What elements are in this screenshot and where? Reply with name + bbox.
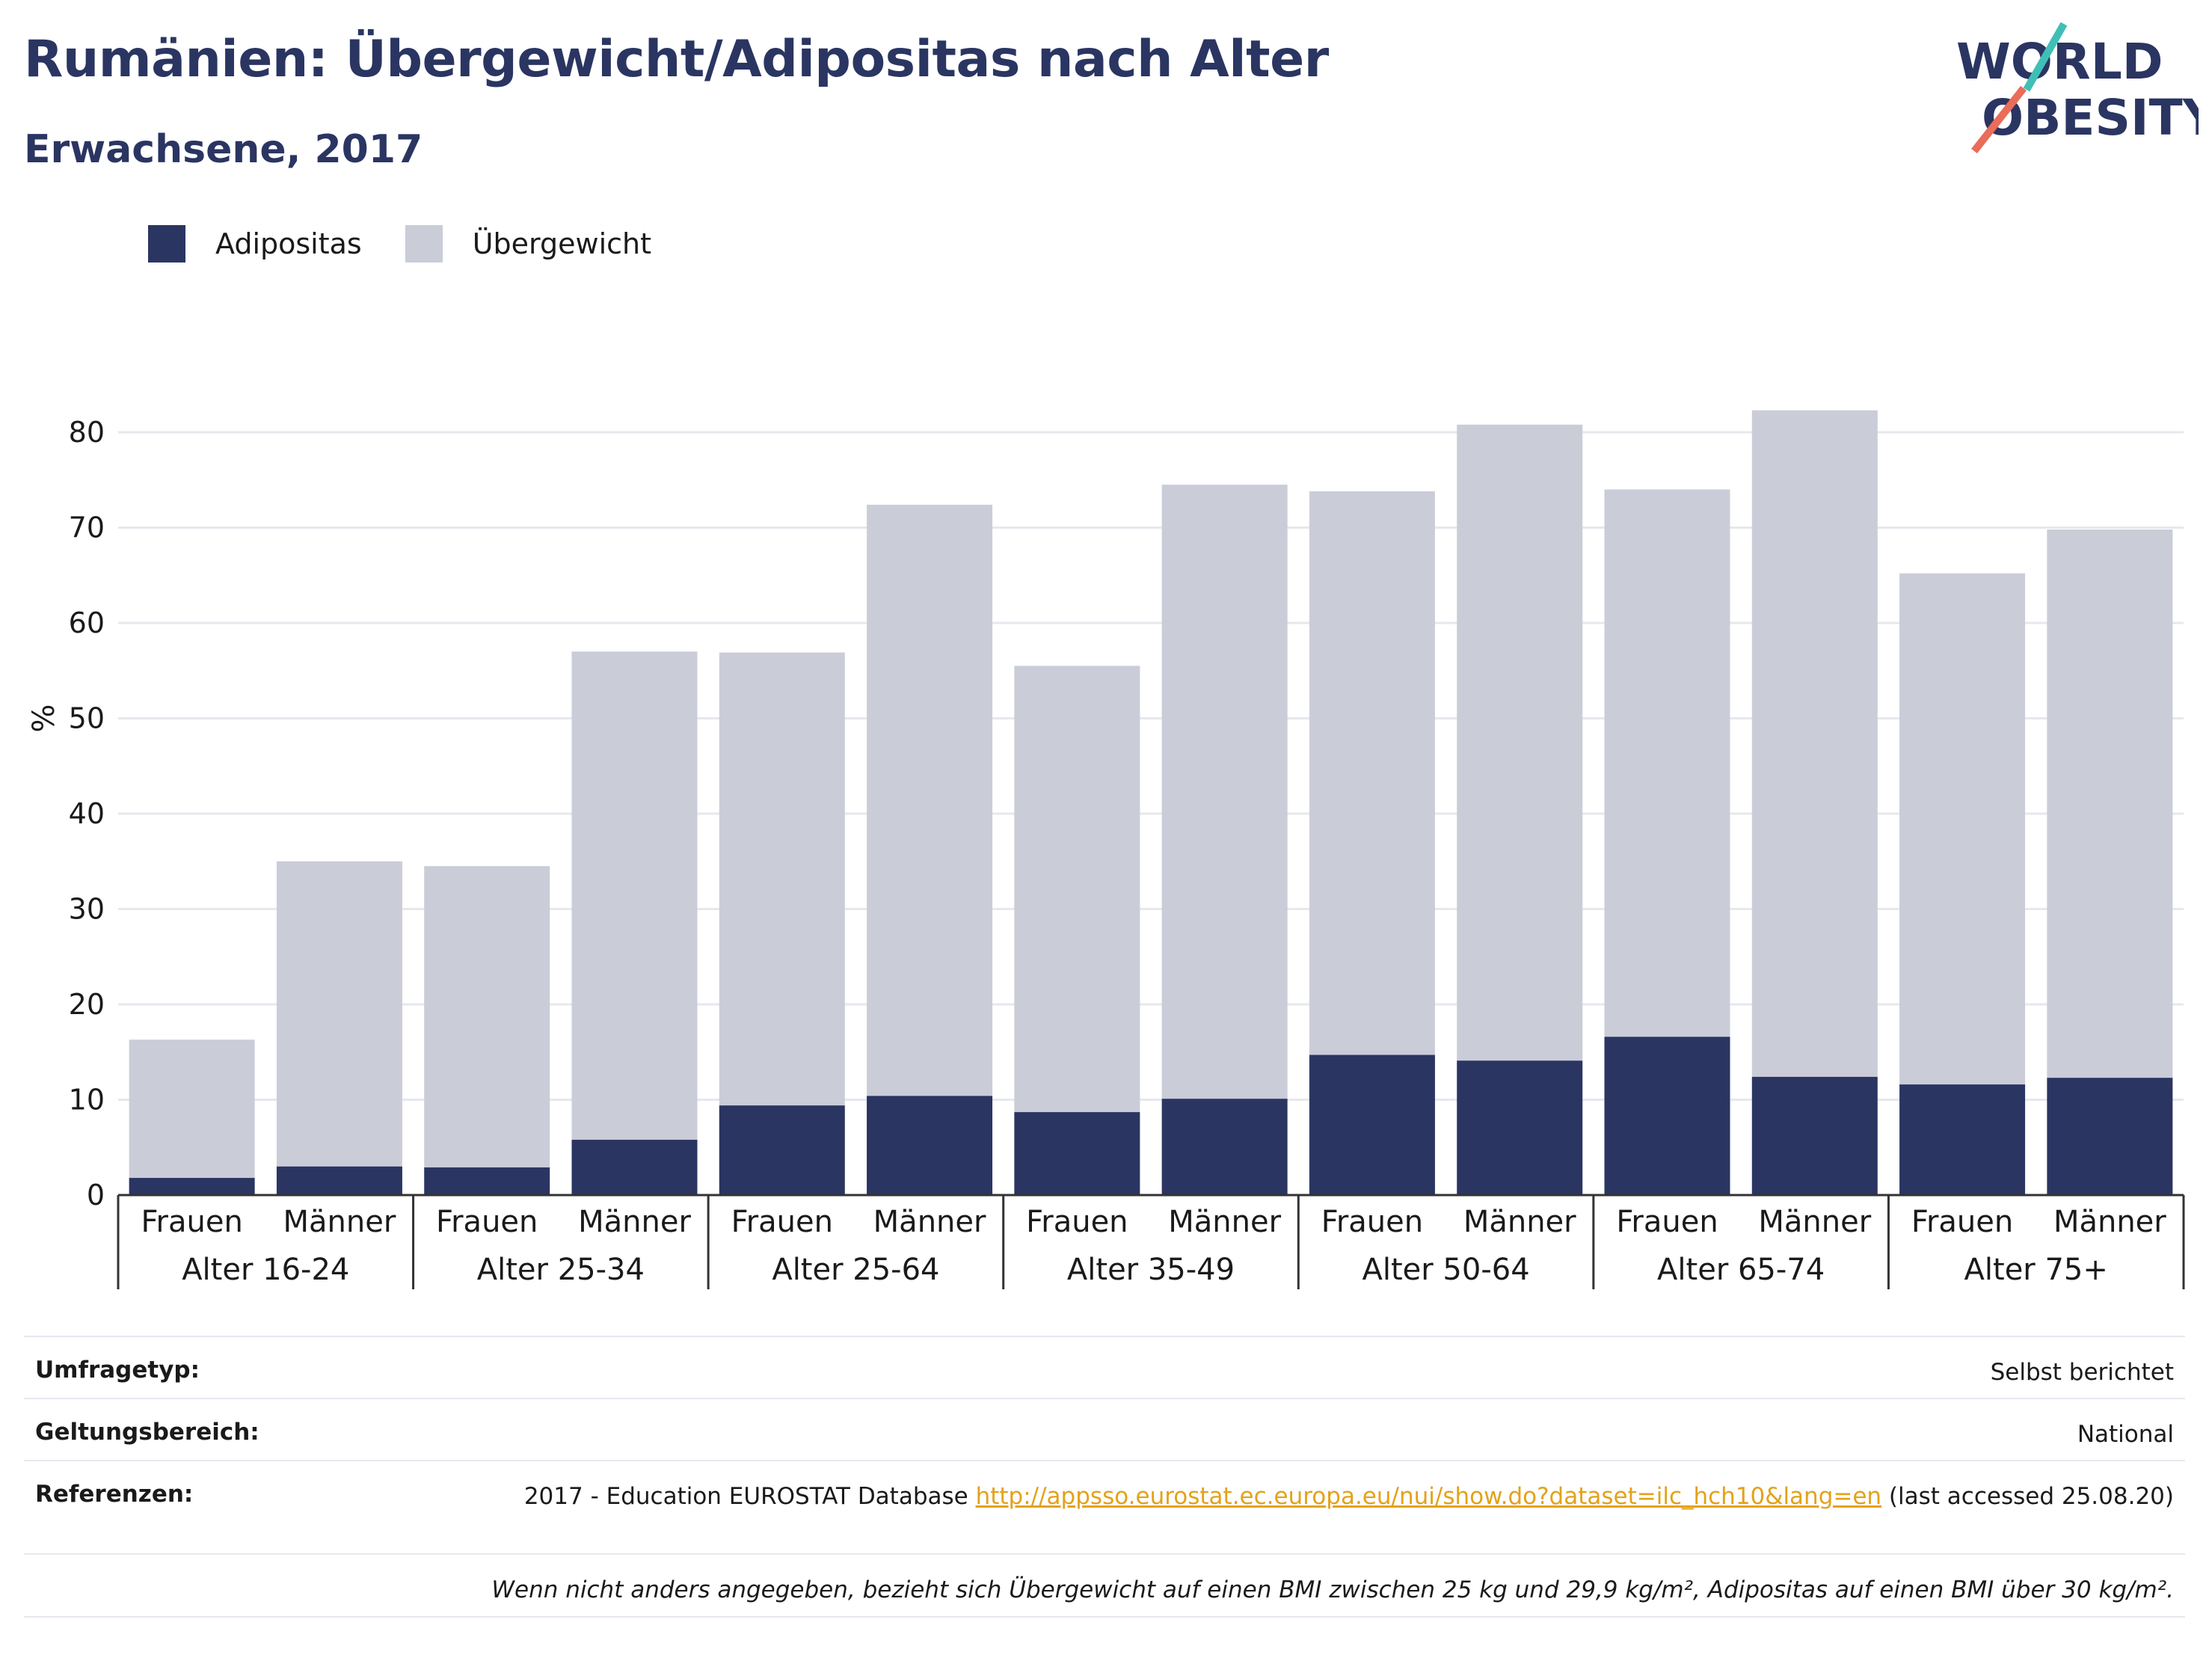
legend-label-adipositas: Adipositas bbox=[215, 227, 362, 260]
bar-adipositas bbox=[1014, 1112, 1140, 1195]
bar-uebergewicht bbox=[1457, 424, 1583, 1061]
chart-legend: Adipositas Übergewicht bbox=[148, 221, 695, 266]
page-title: Rumänien: Übergewicht/Adipositas nach Al… bbox=[24, 30, 1329, 89]
bar-adipositas bbox=[1309, 1054, 1435, 1195]
x-subcategory-label: Männer bbox=[283, 1205, 396, 1239]
y-tick-label: 70 bbox=[69, 512, 105, 544]
x-subcategory-label: Männer bbox=[1168, 1205, 1281, 1239]
legend-swatch-uebergewicht bbox=[405, 225, 443, 262]
x-subcategory-label: Frauen bbox=[141, 1205, 242, 1239]
bar-uebergewicht bbox=[1604, 489, 1730, 1037]
x-subcategory-label: Frauen bbox=[731, 1205, 833, 1239]
bar-adipositas bbox=[719, 1105, 845, 1195]
logo-line1: WORLD bbox=[1956, 33, 2163, 90]
bar-adipositas bbox=[276, 1166, 402, 1195]
bar-uebergewicht bbox=[1309, 491, 1435, 1055]
legend-item-uebergewicht: Übergewicht bbox=[405, 225, 651, 262]
bar-adipositas bbox=[1161, 1099, 1288, 1195]
bar-uebergewicht bbox=[424, 866, 550, 1168]
x-subcategory-label: Männer bbox=[2053, 1205, 2166, 1239]
logo-slash-coral bbox=[1971, 85, 2027, 154]
meta-row-scope: Geltungsbereich: National bbox=[24, 1398, 2185, 1460]
legend-label-uebergewicht: Übergewicht bbox=[472, 227, 651, 260]
meta-ref-value: 2017 - Education EUROSTAT Database http:… bbox=[524, 1481, 2174, 1512]
legend-swatch-adipositas bbox=[148, 225, 185, 262]
bar-adipositas bbox=[571, 1140, 698, 1195]
stacked-bar-chart: 0 10 20 30 40 50 60 70 80% Frauen Männer Frauen Männ… bbox=[27, 410, 2185, 1289]
legend-item-adipositas: Adipositas bbox=[148, 225, 362, 262]
bar-uebergewicht bbox=[1161, 485, 1288, 1099]
bar-uebergewicht bbox=[129, 1040, 255, 1179]
x-subcategory-label: Männer bbox=[1758, 1205, 1871, 1239]
x-group-label: Alter 25-34 bbox=[477, 1253, 645, 1287]
meta-ref-suffix: (last accessed 25.08.20) bbox=[1881, 1483, 2174, 1510]
meta-scope-value: National bbox=[2077, 1421, 2174, 1448]
bar-adipositas bbox=[867, 1096, 993, 1195]
bar-uebergewicht bbox=[719, 652, 845, 1106]
x-subcategory-label: Frauen bbox=[1911, 1205, 2013, 1239]
x-subcategory-label: Frauen bbox=[436, 1205, 538, 1239]
bar-adipositas bbox=[424, 1167, 550, 1195]
x-group-label: Alter 50-64 bbox=[1362, 1253, 1529, 1287]
y-tick-label: 50 bbox=[69, 702, 105, 735]
bar-adipositas bbox=[1899, 1084, 2026, 1195]
bar-adipositas bbox=[1604, 1037, 1730, 1195]
bar-uebergewicht bbox=[1899, 573, 2026, 1085]
y-tick-label: 0 bbox=[87, 1179, 105, 1212]
bar-adipositas bbox=[1751, 1076, 1878, 1195]
world-obesity-logo: WORLD OBESITY bbox=[1956, 22, 2199, 154]
bar-uebergewicht bbox=[571, 651, 698, 1140]
y-tick-label: 60 bbox=[69, 607, 105, 639]
meta-ref-prefix: 2017 - Education EUROSTAT Database bbox=[523, 1483, 976, 1510]
meta-row-survey: Umfragetyp: Selbst berichtet bbox=[24, 1336, 2185, 1398]
x-group-label: Alter 75+ bbox=[1964, 1253, 2108, 1287]
bar-uebergewicht bbox=[1751, 410, 1878, 1077]
bar-uebergewicht bbox=[2047, 529, 2173, 1078]
x-subcategory-label: Frauen bbox=[1026, 1205, 1128, 1239]
x-group-label: Alter 65-74 bbox=[1657, 1253, 1825, 1287]
y-tick-label: 10 bbox=[69, 1084, 105, 1117]
meta-ref-link[interactable]: http://appsso.eurostat.ec.europa.eu/nui/… bbox=[975, 1483, 1882, 1510]
y-tick-label: 80 bbox=[69, 416, 105, 449]
logo-slash-teal bbox=[2023, 22, 2068, 92]
meta-survey-value: Selbst berichtet bbox=[1990, 1359, 2174, 1386]
x-subcategory-label: Frauen bbox=[1616, 1205, 1718, 1239]
y-axis-label: % bbox=[27, 704, 61, 732]
y-tick-label: 40 bbox=[69, 797, 105, 830]
x-subcategory-label: Männer bbox=[873, 1205, 986, 1239]
bar-adipositas bbox=[1457, 1060, 1583, 1195]
x-group-label: Alter 25-64 bbox=[772, 1253, 939, 1287]
meta-ref-label: Referenzen: bbox=[35, 1481, 194, 1508]
y-tick-label: 20 bbox=[69, 988, 105, 1021]
bar-uebergewicht bbox=[867, 504, 993, 1096]
x-subcategory-label: Männer bbox=[578, 1205, 691, 1239]
x-subcategory-label: Männer bbox=[1463, 1205, 1576, 1239]
y-tick-label: 30 bbox=[69, 893, 105, 926]
meta-row-references: Referenzen: 2017 - Education EUROSTAT Da… bbox=[24, 1460, 2185, 1553]
x-group-label: Alter 35-49 bbox=[1067, 1253, 1235, 1287]
x-subcategory-label: Frauen bbox=[1321, 1205, 1423, 1239]
meta-row-note: Wenn nicht anders angegeben, bezieht sic… bbox=[24, 1553, 2185, 1618]
x-group-label: Alter 16-24 bbox=[182, 1253, 349, 1287]
bar-adipositas bbox=[129, 1178, 255, 1195]
bar-adipositas bbox=[2047, 1078, 2173, 1195]
meta-survey-label: Umfragetyp: bbox=[35, 1357, 200, 1384]
metadata-table: Umfragetyp: Selbst berichtet Geltungsber… bbox=[24, 1336, 2185, 1618]
page-subtitle: Erwachsene, 2017 bbox=[24, 127, 423, 172]
bar-uebergewicht bbox=[276, 861, 402, 1167]
meta-note: Wenn nicht anders angegeben, bezieht sic… bbox=[491, 1576, 2174, 1603]
bar-uebergewicht bbox=[1014, 666, 1140, 1113]
meta-scope-label: Geltungsbereich: bbox=[35, 1419, 259, 1446]
